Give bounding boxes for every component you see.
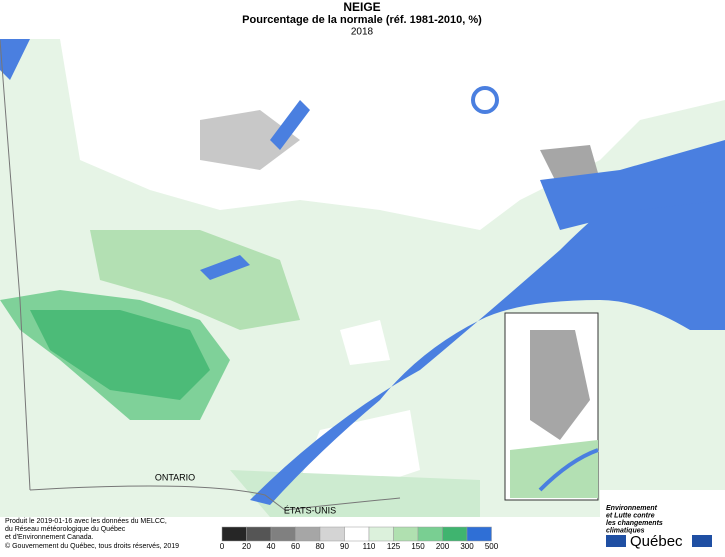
- logo-line: et Lutte contre: [606, 512, 655, 519]
- logo-flag: [606, 535, 626, 547]
- credit-line: et d'Environnement Canada.: [5, 534, 94, 541]
- legend-tick-label: 0: [220, 542, 225, 551]
- legend-swatch: [344, 526, 370, 542]
- title: NEIGE: [343, 0, 380, 14]
- legend-tick-label: 200: [436, 542, 450, 551]
- logo-line: Environnement: [606, 505, 658, 512]
- credits: Produit le 2019-01-16 avec les données d…: [5, 518, 179, 550]
- green-zone: [90, 230, 300, 330]
- inset-green: [510, 440, 598, 498]
- grey-zone: [200, 110, 300, 170]
- legend-swatch: [417, 526, 443, 542]
- logo-name: Québec: [630, 533, 683, 550]
- legend-tick-label: 150: [411, 542, 425, 551]
- lake: [270, 100, 310, 150]
- legend-swatch: [319, 526, 345, 542]
- legend-swatch: [368, 526, 394, 542]
- credit-line: © Gouvernement du Québec, tous droits ré…: [5, 542, 179, 550]
- lake: [200, 255, 250, 280]
- legend-swatch: [221, 526, 247, 542]
- map: ONTARIO ÉTATS-UNIS: [0, 39, 725, 517]
- legend-swatch: [246, 526, 272, 542]
- legend-swatch: [393, 526, 419, 542]
- reservoir: [471, 86, 499, 114]
- legend-tick-label: 20: [242, 542, 251, 551]
- legend-tick-label: 500: [485, 542, 499, 551]
- legend-tick-label: 40: [267, 542, 276, 551]
- logo-line: les changements: [606, 520, 663, 527]
- legend-swatch: [442, 526, 468, 542]
- legend-tick-label: 90: [340, 542, 349, 551]
- legend-swatch: [270, 526, 296, 542]
- subtitle: Pourcentage de la normale (réf. 1981-201…: [242, 14, 482, 26]
- white-zone: [340, 320, 390, 365]
- legend-swatch: [295, 526, 321, 542]
- legend-tick-label: 80: [316, 542, 325, 551]
- year: 2018: [351, 27, 374, 38]
- credit-line: du Réseau météorologique du Québec: [5, 526, 126, 533]
- legend: 0 20 40 60 80 90 110 125 150 200 300 500: [220, 526, 499, 551]
- water: [540, 140, 725, 230]
- inset-grey: [530, 330, 590, 440]
- white-zone: [60, 39, 725, 230]
- logo-flag: [692, 535, 712, 547]
- border: [0, 39, 401, 511]
- green-zone: [230, 470, 480, 517]
- legend-swatch: [466, 526, 492, 542]
- inset-water: [538, 448, 599, 492]
- region-label: ÉTATS-UNIS: [284, 505, 336, 515]
- credit-line: Produit le 2019-01-16 avec les données d…: [5, 518, 167, 525]
- legend-tick-label: 300: [460, 542, 474, 551]
- water: [0, 39, 30, 80]
- legend-tick-label: 125: [387, 542, 401, 551]
- legend-tick-label: 60: [291, 542, 300, 551]
- logo-line: climatiques: [606, 527, 645, 534]
- green-zone: [30, 310, 210, 400]
- legend-tick-label: 110: [363, 542, 376, 551]
- region-label: ONTARIO: [155, 472, 195, 482]
- water: [250, 150, 725, 505]
